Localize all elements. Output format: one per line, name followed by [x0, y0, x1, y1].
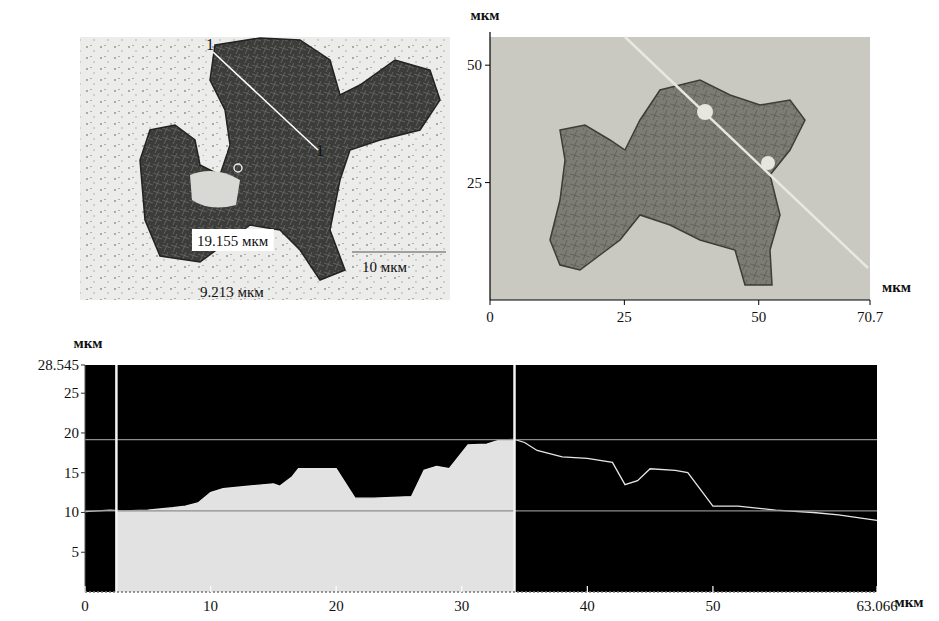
x-axis — [490, 299, 870, 300]
x-tick — [712, 586, 713, 592]
measurement-label: 19.155 мкм — [197, 233, 269, 249]
profile-label: 1 — [206, 36, 214, 53]
micrograph-background — [80, 37, 450, 300]
x-tick — [336, 586, 337, 592]
x-tick-label: 10 — [203, 598, 218, 614]
y-axis-title: мкм — [470, 7, 499, 23]
y-axis — [85, 365, 86, 592]
particle-pore — [201, 154, 209, 162]
x-tick-label: 30 — [454, 598, 469, 614]
plot-background — [85, 365, 877, 592]
y-tick — [81, 432, 85, 433]
particle — [140, 38, 440, 280]
y-tick — [485, 182, 490, 183]
y-tick-label: 28.545 — [38, 357, 79, 373]
reference-line — [85, 510, 877, 511]
micrograph-panel: 1 1 19.155 мкм 9.213 мкм 10 мкм — [80, 36, 450, 300]
y-tick-label: 15 — [64, 465, 79, 481]
topography-panel: 25 50 0 25 50 70.7 мкм мкм — [467, 7, 911, 325]
y-tick-label: 25 — [467, 175, 482, 191]
x-tick-label: 0 — [486, 309, 494, 325]
x-tick-label: 20 — [329, 598, 344, 614]
x-tick — [624, 300, 625, 305]
y-tick-label: 50 — [467, 57, 482, 73]
figure: 1119.155 мкм9.213 мкм10 мкм25500255070.7… — [0, 0, 939, 621]
reference-line — [85, 439, 877, 440]
x-tick-label: 70.7 — [857, 309, 884, 325]
y-axis-title: мкм — [73, 335, 102, 351]
y-tick — [81, 393, 85, 394]
scale-bar — [352, 252, 446, 253]
profile-line — [213, 52, 318, 150]
particle-pore — [218, 148, 226, 156]
y-tick — [81, 472, 85, 473]
scale-bar-label: 10 мкм — [362, 259, 408, 275]
particle — [550, 80, 805, 285]
particle-pore — [234, 164, 242, 172]
particle-highlight — [190, 171, 240, 208]
profile-area — [116, 439, 514, 592]
x-tick — [461, 586, 462, 592]
y-tick — [81, 512, 85, 513]
y-tick-label: 20 — [64, 425, 79, 441]
x-tick-label: 63.066 — [856, 598, 898, 614]
x-tick-label: 25 — [617, 309, 632, 325]
profile-line — [85, 439, 877, 520]
cursor-line — [513, 365, 516, 592]
x-tick-label: 40 — [580, 598, 595, 614]
y-tick — [485, 65, 490, 66]
selected-region — [116, 439, 514, 592]
x-axis-title: мкм — [882, 279, 911, 295]
x-tick-label: 0 — [81, 598, 89, 614]
y-tick-label: 5 — [72, 544, 80, 560]
label-background — [192, 229, 274, 251]
plot-marks — [85, 365, 877, 592]
profile-line — [625, 37, 868, 268]
x-tick-label: 50 — [705, 598, 720, 614]
x-axis — [85, 591, 877, 593]
y-tick — [81, 365, 85, 366]
x-axis-title: мкм — [894, 594, 923, 610]
x-tick — [84, 586, 85, 592]
measurement-label: 9.213 мкм — [200, 284, 264, 300]
x-tick — [587, 586, 588, 592]
x-tick-label: 50 — [751, 309, 766, 325]
topography-background — [490, 37, 870, 300]
x-tick — [876, 586, 877, 592]
cursor-line — [115, 365, 118, 592]
y-tick-label: 25 — [64, 385, 79, 401]
x-tick — [758, 300, 759, 305]
x-tick — [490, 300, 491, 305]
y-tick-label: 10 — [64, 504, 79, 520]
x-tick — [210, 586, 211, 592]
x-tick — [870, 300, 871, 305]
y-tick — [81, 552, 85, 553]
profile-chart: 51015202528.5450102030405063.066мкммкм — [38, 335, 924, 614]
profile-label: 1 — [316, 142, 324, 159]
y-axis — [489, 32, 490, 300]
